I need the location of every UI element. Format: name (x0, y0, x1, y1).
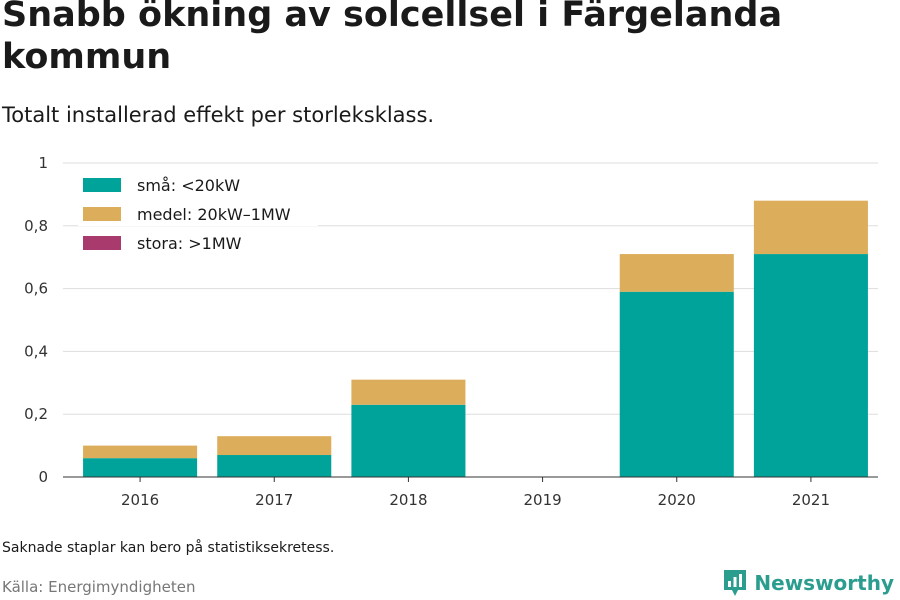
legend-swatch-1 (83, 207, 121, 221)
legend-swatch-0 (83, 178, 121, 192)
x-tick-label: 2018 (389, 491, 427, 509)
bar-segment-2016-0 (83, 458, 198, 477)
x-tick-label: 2020 (658, 491, 696, 509)
source-text: Källa: Energimyndigheten (2, 578, 196, 596)
bar-segment-2018-0 (351, 404, 466, 477)
brand-name: Newsworthy (754, 571, 894, 595)
x-tick-label: 2019 (523, 491, 561, 509)
bar-segment-2020-1 (619, 254, 734, 292)
legend-label-0: små: <20kW (137, 176, 240, 195)
x-tick-label: 2021 (792, 491, 830, 509)
y-tick-label: 0,6 (24, 280, 48, 298)
newsworthy-logo-icon (724, 570, 747, 596)
y-tick-label: 0,2 (24, 405, 48, 423)
bar-segment-2016-1 (83, 445, 198, 459)
legend-swatch-2 (83, 236, 121, 250)
bar-segment-2020-0 (619, 291, 734, 477)
axes: 0 0,2 0,4 0,6 0,8 1 2016 2017 2018 2019 2020 2021 (24, 154, 878, 509)
brand-logo: Newsworthy (722, 568, 894, 598)
bar-segment-2018-1 (351, 379, 466, 405)
bar-segment-2021-1 (753, 200, 868, 255)
legend-label-2: stora: >1MW (137, 234, 242, 253)
bars (83, 200, 868, 477)
chart-subtitle: Totalt installerad effekt per storlekskl… (2, 103, 435, 127)
footnote: Saknade staplar kan bero på statistiksek… (2, 540, 335, 556)
legend: små: <20kW medel: 20kW–1MW stora: >1MW (78, 172, 318, 255)
bar-segment-2017-1 (217, 436, 332, 456)
y-tick-label: 0,8 (24, 217, 48, 235)
x-tick-label: 2016 (121, 491, 159, 509)
bar-segment-2021-0 (753, 254, 868, 477)
bar-segment-2017-0 (217, 455, 332, 477)
x-tick-label: 2017 (255, 491, 293, 509)
stacked-bar-chart: 0 0,2 0,4 0,6 0,8 1 2016 2017 2018 2019 2020 2021 s… (24, 154, 878, 509)
chart-title: Snabb ökning av solcellsel i Färgelanda … (2, 0, 783, 77)
y-tick-label: 0 (38, 468, 48, 486)
legend-label-1: medel: 20kW–1MW (137, 205, 291, 224)
y-tick-label: 1 (38, 154, 48, 172)
y-tick-label: 0,4 (24, 342, 48, 360)
